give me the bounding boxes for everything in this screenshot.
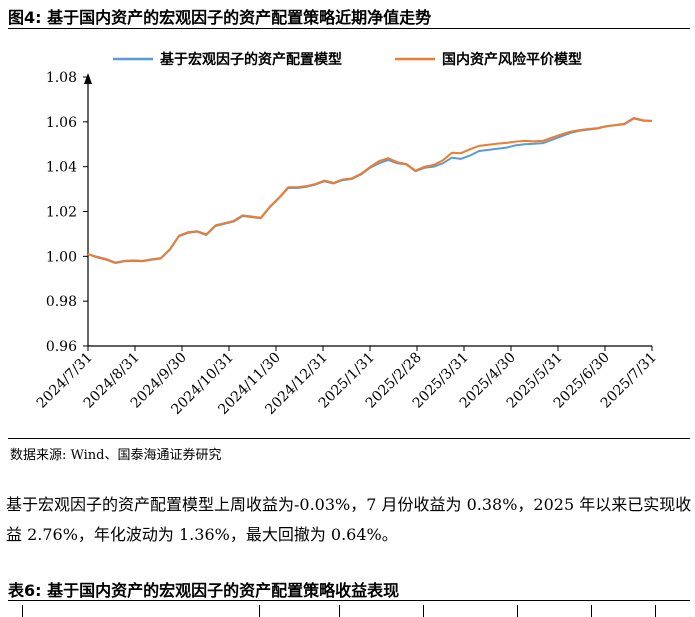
table-header-strip (22, 605, 691, 617)
net-value-line-chart: 基于宏观因子的资产配置模型 国内资产风险平价模型 0.96 0.98 1.00 1.0… (34, 51, 660, 418)
table-title: 表6: 基于国内资产的宏观因子的资产配置策略收益表现 (8, 581, 400, 600)
table-rule (8, 600, 690, 601)
source-rule (8, 438, 690, 439)
y-tick-label: 1.06 (46, 115, 77, 131)
legend-label-series-2: 国内资产风险平价模型 (442, 51, 582, 68)
table-cell (591, 605, 656, 617)
y-tick-label: 1.08 (46, 70, 77, 86)
table-cell (517, 605, 592, 617)
y-tick-label: 1.02 (46, 205, 77, 221)
series-lines (87, 116, 653, 265)
table-cell (423, 605, 518, 617)
data-source-note: 数据来源: Wind、国泰海通证券研究 (10, 448, 222, 463)
y-tick-label: 0.98 (46, 294, 77, 310)
summary-paragraph: 基于宏观因子的资产配置模型上周收益为-0.03%，7 月份收益为 0.38%，2… (6, 495, 692, 544)
table-cell (259, 605, 340, 617)
legend: 基于宏观因子的资产配置模型 国内资产风险平价模型 (113, 51, 582, 68)
table-cell (339, 605, 424, 617)
y-axis-arrow (84, 73, 92, 84)
legend-label-series-1: 基于宏观因子的资产配置模型 (160, 51, 342, 68)
y-tick-label: 1.00 (46, 249, 77, 265)
axes: 0.960.981.001.021.041.061.082024/7/31202… (34, 70, 660, 418)
y-tick-label: 1.04 (46, 160, 77, 176)
figure-title: 图4: 基于国内资产的宏观因子的资产配置策略近期净值走势 (8, 8, 432, 27)
y-tick-label: 0.96 (46, 339, 77, 355)
series-line-2 (87, 116, 653, 264)
table-cell (23, 605, 260, 617)
title-rule (8, 28, 690, 29)
series-line-1 (87, 117, 652, 265)
